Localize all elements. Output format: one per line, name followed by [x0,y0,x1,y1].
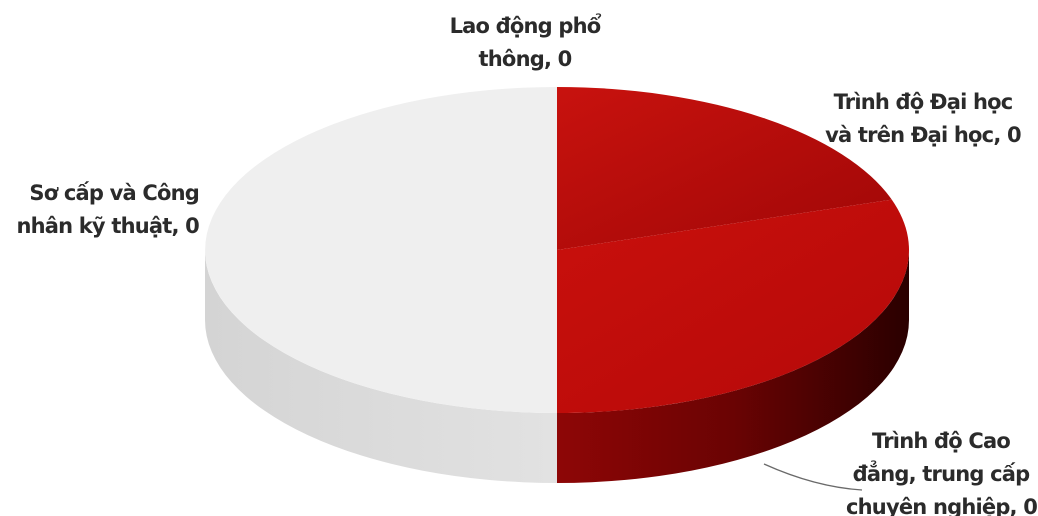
pie-body [205,250,909,483]
pie-slice-so-cap-va-cong-nhan-ky-thuat [205,87,557,413]
data-label-line: thông, 0 [478,47,573,71]
pie-side-so-cap-va-cong-nhan-ky-thuat [205,250,557,483]
data-label-line: chuyên nghiệp, 0 [846,495,1038,516]
data-label-cao-dang: Trình độ Cao đẳng, trung cấp chuyên nghi… [846,425,1038,516]
data-label-dai-hoc: Trình độ Đại học và trên Đại học, 0 [818,86,1028,152]
data-label-line: và trên Đại học, 0 [825,123,1021,147]
pie-top [205,87,909,413]
data-label-line: Trình độ Đại học [833,90,1014,114]
data-label-lao-dong-pho-thong: Lao động phổ thông, 0 [440,10,610,76]
data-label-line: Sơ cấp và Công [29,181,199,205]
leader-line [763,463,863,491]
data-label-line: nhân kỹ thuật, 0 [16,214,199,238]
pie-slice-trinh-do-cao-dang-trung-cap-chuyen-nghiep [557,199,909,413]
data-label-line: Lao động phổ [449,14,602,38]
data-label-line: đẳng, trung cấp [852,462,1031,486]
data-label-line: Trình độ Cao [872,429,1011,453]
pie-side-trinh-do-cao-dang-trung-cap-chuyen-nghiep [557,250,909,483]
data-label-so-cap: Sơ cấp và Công nhân kỹ thuật, 0 [4,177,199,243]
pie-slice-trinh-do-dai-hoc-va-tren-dai-hoc [557,87,892,250]
